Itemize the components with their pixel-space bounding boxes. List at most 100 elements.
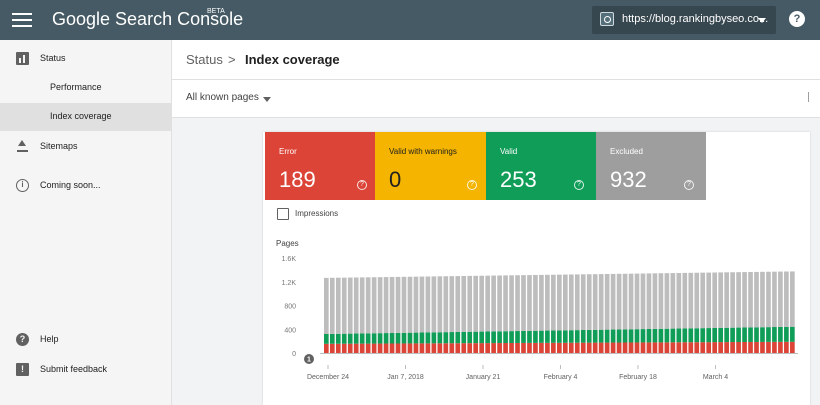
- bar-error: [437, 343, 443, 353]
- bar-excluded: [539, 274, 544, 331]
- bar-valid: [742, 327, 747, 342]
- bar-valid: [652, 328, 658, 343]
- tile-value: 189: [279, 167, 316, 192]
- bar-error: [324, 343, 329, 353]
- pages-chart: Pages 0 400 800 1.2K 1.6K 1 December 24 Jan 7, 2…: [276, 239, 798, 381]
- bar-valid: [664, 328, 670, 343]
- bar-valid: [646, 328, 652, 343]
- bar-error: [772, 341, 777, 353]
- breadcrumb-status[interactable]: Status: [186, 52, 223, 67]
- bar-excluded: [784, 271, 789, 327]
- sidebar-item-label: Sitemaps: [40, 141, 78, 151]
- bar-error: [485, 343, 490, 353]
- help-icon[interactable]: ?: [357, 180, 367, 190]
- help-icon[interactable]: ?: [574, 180, 584, 190]
- sidebar-item-coming-soon[interactable]: i Coming soon...: [0, 172, 172, 200]
- bar-error: [736, 342, 741, 353]
- sidebar-item-label: Help: [40, 334, 59, 344]
- tile-valid[interactable]: Valid 253 ?: [486, 132, 596, 200]
- bar-valid: [640, 329, 646, 343]
- bar-error: [515, 342, 520, 353]
- menu-icon[interactable]: [12, 10, 32, 30]
- bar-excluded: [766, 271, 771, 328]
- top-app-bar: Google Search Console BETA https://blog.…: [0, 0, 820, 40]
- tile-value: 0: [389, 167, 402, 192]
- tile-excluded[interactable]: Excluded 932 ?: [596, 132, 706, 200]
- bar-error: [730, 342, 735, 353]
- app-title[interactable]: Google Search Console: [52, 9, 244, 29]
- bar-excluded: [395, 276, 401, 333]
- sidebar-item-submit-feedback[interactable]: ! Submit feedback: [0, 356, 172, 384]
- bar-error: [443, 343, 449, 353]
- tile-error[interactable]: Error 189 ?: [265, 132, 375, 200]
- bar-valid: [586, 329, 592, 343]
- bar-error: [557, 342, 562, 353]
- bar-error: [784, 341, 789, 353]
- bar-valid: [670, 328, 676, 343]
- bar-valid: [437, 332, 443, 344]
- bar-valid: [371, 333, 377, 344]
- bar-valid: [622, 329, 628, 343]
- bar-error: [383, 343, 389, 353]
- pages-filter-dropdown[interactable]: All known pages: [186, 92, 286, 108]
- bar-error: [760, 341, 765, 353]
- sidebar-item-status[interactable]: Status: [0, 45, 172, 73]
- bar-excluded: [622, 273, 628, 330]
- bar-excluded: [485, 275, 490, 332]
- sidebar-item-sitemaps[interactable]: Sitemaps: [0, 133, 172, 161]
- bar-excluded: [580, 274, 586, 330]
- bar-error: [610, 342, 616, 353]
- help-icon[interactable]: ?: [684, 180, 694, 190]
- bar-error: [598, 342, 604, 353]
- bar-valid: [712, 327, 718, 343]
- beta-badge: BETA: [207, 8, 225, 15]
- bar-valid: [407, 332, 413, 344]
- help-icon[interactable]: ?: [467, 180, 477, 190]
- divider: [808, 92, 809, 102]
- bar-error: [688, 342, 694, 353]
- bar-error: [682, 342, 688, 353]
- help-icon[interactable]: ?: [789, 11, 805, 27]
- bar-error: [748, 341, 753, 353]
- bar-error: [658, 342, 664, 353]
- bar-valid: [503, 331, 508, 344]
- bar-valid: [790, 326, 795, 342]
- bar-error: [592, 342, 598, 353]
- bar-error: [604, 342, 610, 353]
- bar-excluded: [431, 276, 437, 333]
- bar-excluded: [598, 274, 604, 330]
- bar-excluded: [658, 273, 664, 329]
- sidebar-item-help[interactable]: ? Help: [0, 326, 172, 354]
- bar-excluded: [700, 272, 706, 329]
- bar-error: [533, 342, 538, 353]
- annotation-marker-label: 1: [307, 357, 311, 364]
- bar-excluded: [455, 276, 461, 332]
- sidebar-item-label: Submit feedback: [40, 364, 108, 374]
- tile-label: Valid with warnings: [389, 147, 457, 156]
- bar-valid: [515, 331, 520, 343]
- property-selector[interactable]: https://blog.rankingbyseo.co...: [592, 6, 776, 34]
- bar-error: [622, 342, 628, 353]
- info-icon: i: [16, 179, 29, 192]
- bar-excluded: [652, 273, 658, 329]
- bar-valid: [616, 329, 622, 343]
- sidebar: Status Performance Index coverage Sitema…: [0, 40, 172, 405]
- bar-error: [545, 342, 550, 353]
- bar-error: [568, 342, 574, 353]
- sidebar-item-index-coverage[interactable]: Index coverage: [0, 103, 172, 131]
- bar-error: [616, 342, 622, 353]
- bar-excluded: [389, 276, 395, 333]
- tile-valid-with-warnings[interactable]: Valid with warnings 0 ?: [375, 132, 486, 200]
- bar-excluded: [551, 274, 556, 331]
- bar-valid: [324, 334, 329, 344]
- bar-error: [586, 342, 592, 353]
- impressions-label: Impressions: [295, 209, 339, 218]
- bar-valid: [592, 329, 598, 343]
- bar-error: [491, 343, 496, 353]
- bar-excluded: [557, 274, 562, 331]
- sidebar-item-performance[interactable]: Performance: [0, 74, 172, 102]
- checkbox-icon[interactable]: [277, 208, 289, 220]
- annotation-marker-icon: [304, 354, 314, 364]
- bar-valid: [509, 331, 514, 343]
- bar-error: [359, 343, 365, 353]
